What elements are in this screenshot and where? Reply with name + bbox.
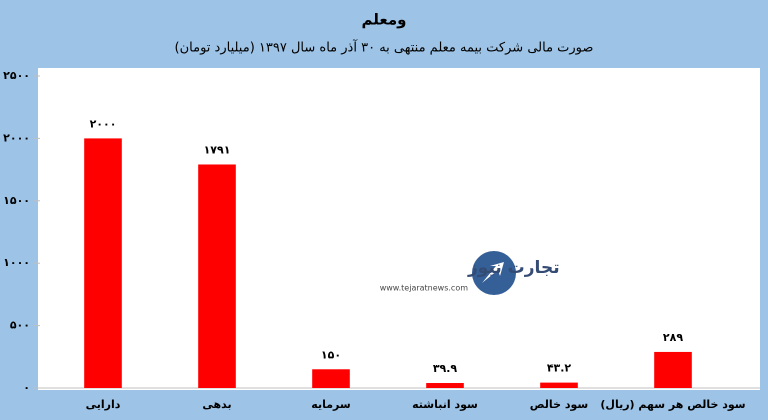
plot-area [38,68,760,390]
y-tick-label: ۵۰۰ [10,319,30,332]
bar [84,138,122,388]
y-tick-label: ۲۰۰۰ [3,131,30,144]
y-tick-label: ۱۵۰۰ [3,194,30,207]
bar [540,382,578,388]
x-tick-label: سود خالص هر سهم (ریال) [600,398,745,411]
x-tick-label: بدهی [202,398,231,411]
chart-title: ومعلم [362,11,407,29]
x-tick-label: سود انباشته [412,398,478,411]
watermark-arrow [482,262,504,283]
x-tick-label: دارایی [86,398,121,411]
watermark-url: www.tejaratnews.com [380,284,468,293]
bar [654,351,692,388]
bar [198,164,236,388]
x-tick-label: سود خالص [530,398,588,411]
value-label: ۳۹.۹ [433,362,458,375]
y-tick-label: ۰ [23,381,30,394]
x-tick-label: سرمایه [311,398,350,411]
chart-subtitle: صورت مالی شرکت بیمه معلم منتهی به ۳۰ آذر… [175,39,594,56]
value-label: ۲۸۹ [663,331,683,344]
value-label: ۲۰۰۰ [90,117,117,130]
value-label: ۱۵۰ [321,348,341,361]
y-tick-label: ۱۰۰۰ [3,256,30,269]
value-label: ۴۳.۲ [547,362,572,375]
value-label: ۱۷۹۱ [204,143,231,156]
bar [312,369,350,388]
watermark: تجارت نیوز www.tejaratnews.com [380,251,560,295]
bar [426,383,464,388]
watermark-brand: تجارت نیوز [467,258,560,278]
y-tick-label: ۲۵۰۰ [3,69,30,82]
